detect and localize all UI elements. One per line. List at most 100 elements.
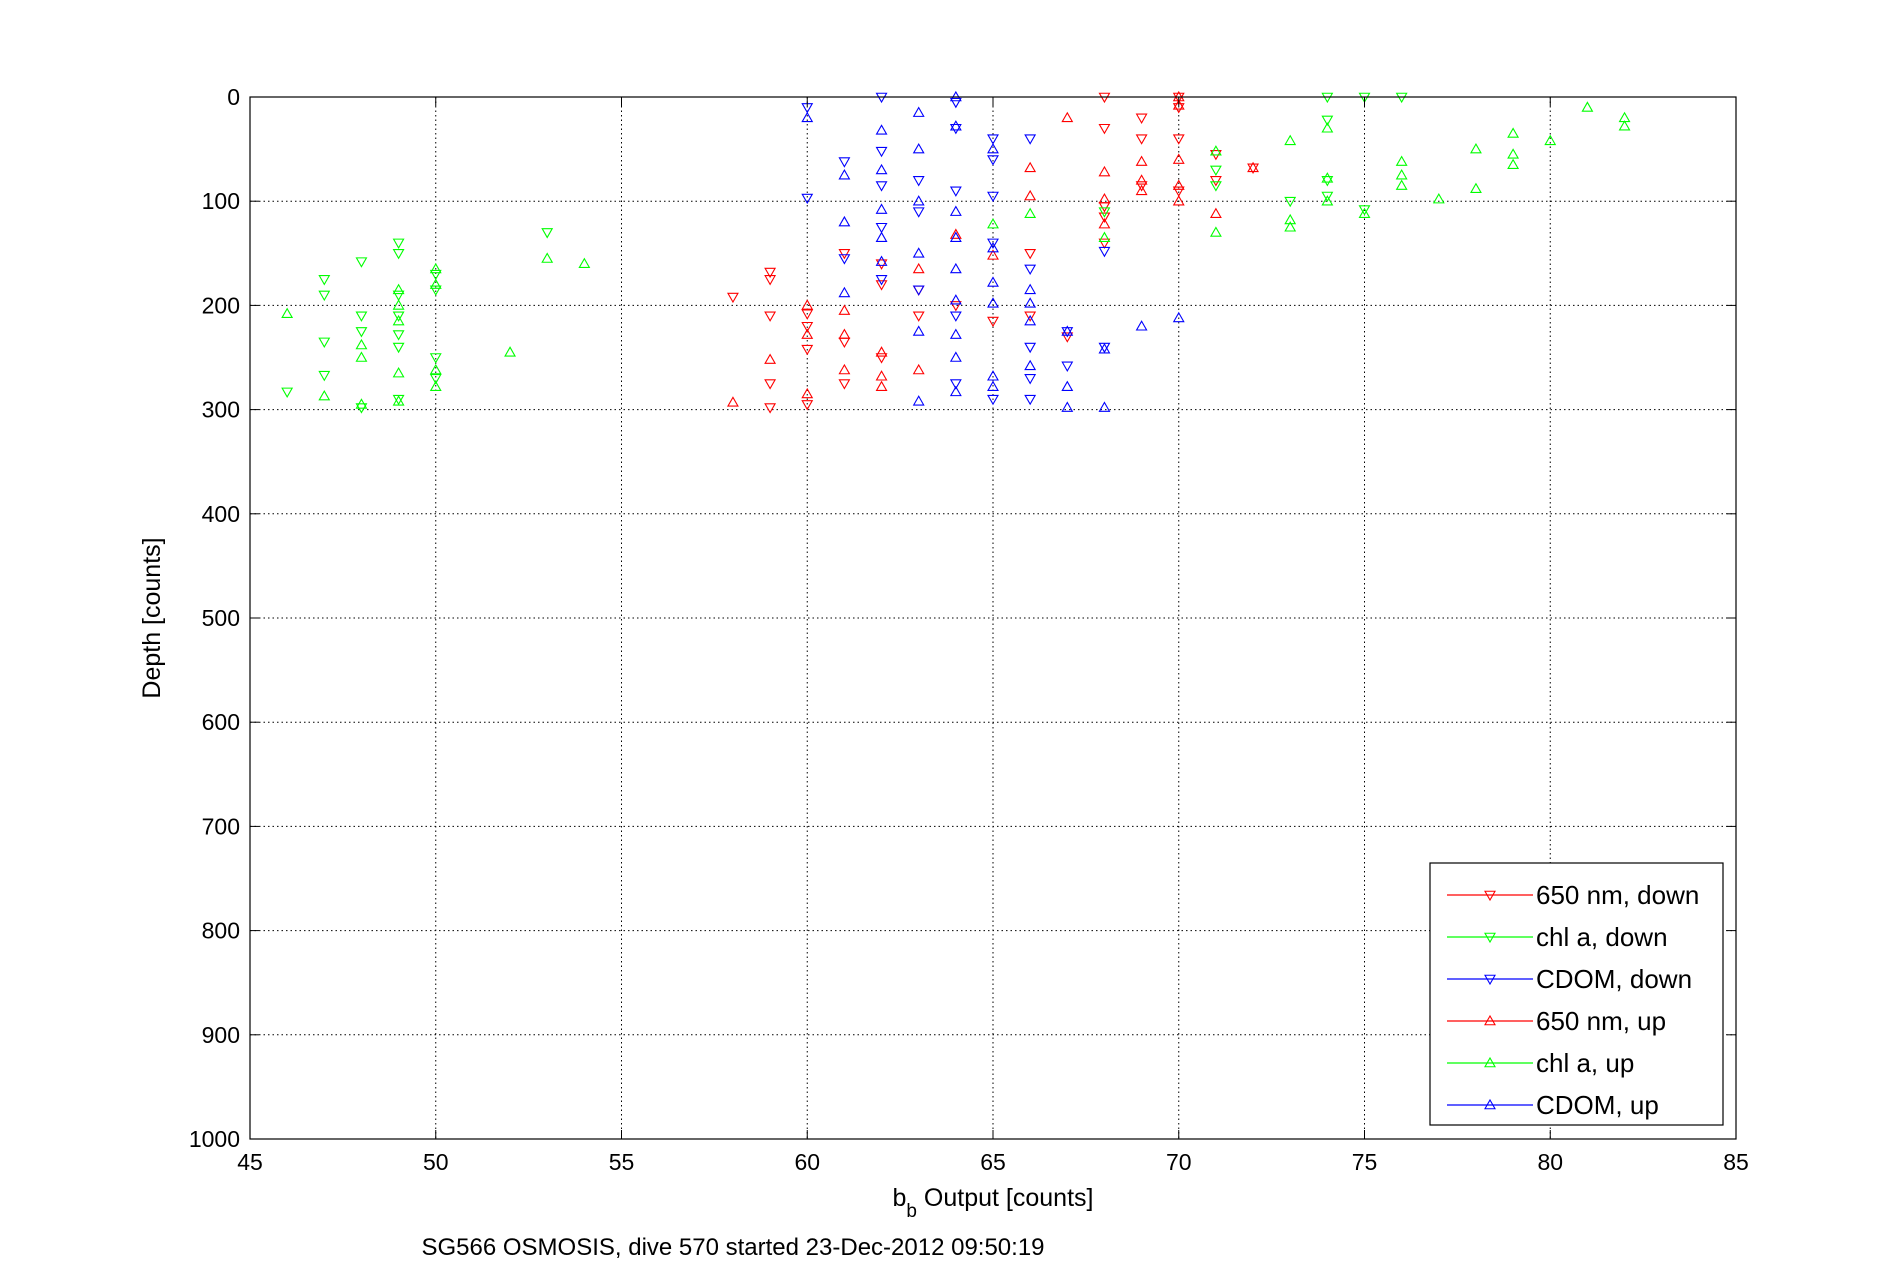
data-point [1395,179,1408,190]
data-point [912,262,925,274]
data-point [875,353,888,364]
data-point [1507,148,1520,159]
legend-label: CDOM, up [1536,1090,1659,1120]
data-point [987,297,999,308]
data-point [1284,196,1297,208]
data-point [1098,343,1111,354]
x-tick-label: 45 [237,1149,263,1175]
data-point [1061,380,1074,391]
y-tick-label: 900 [202,1022,240,1048]
data-point [949,123,962,135]
data-point [318,275,331,286]
data-point [1135,134,1148,145]
y-tick-label: 300 [202,397,240,423]
data-point [1321,92,1334,104]
data-point [912,176,925,187]
x-tick-label: 75 [1352,1149,1378,1175]
data-point [987,142,999,154]
y-tick-label: 1000 [189,1126,240,1152]
data-point [1024,311,1037,322]
data-point [1172,311,1185,323]
data-point [801,111,814,123]
data-point [949,228,962,239]
y-tick-label: 600 [202,709,240,735]
data-point [429,353,442,364]
data-point [875,203,888,214]
legend-label: 650 nm, up [1536,1006,1666,1036]
data-point [392,238,405,249]
data-point [987,370,999,381]
data-point [1135,184,1148,196]
y-tick-label: 700 [202,813,240,839]
data-point [1432,193,1445,204]
data-point [1209,226,1222,237]
data-point [355,257,368,268]
data-point [578,257,591,269]
data-point [987,155,999,166]
legend-label: CDOM, down [1536,964,1692,994]
data-point [392,367,405,378]
data-point [764,403,777,414]
data-point [875,124,888,135]
data-point [1098,238,1111,249]
data-point [875,92,888,104]
data-point [838,157,851,168]
data-point [541,252,554,263]
data-point [764,379,777,390]
data-point [1321,191,1334,203]
legend-marker [1484,1014,1496,1026]
y-tick-label: 500 [202,605,240,631]
x-tick-label: 80 [1537,1149,1563,1175]
x-tick-label: 65 [980,1149,1006,1175]
legend-marker [1484,890,1496,902]
data-point [875,222,888,234]
x-tick-label: 85 [1723,1149,1749,1175]
data-point [1172,195,1185,206]
data-point [875,380,888,391]
data-point [949,186,962,197]
data-point [764,353,777,364]
data-point [949,379,962,390]
data-point [1544,134,1557,146]
y-tick-label: 800 [202,918,240,944]
data-point [1321,176,1334,187]
data-point [949,120,962,131]
data-point [392,299,405,310]
x-axis-label-b: b [893,1184,907,1212]
data-point [355,351,368,362]
data-point [392,330,405,341]
x-tick-label: 60 [794,1149,820,1175]
data-point [838,328,851,339]
data-point [987,276,999,287]
data-point [1135,174,1148,185]
data-point [912,207,925,218]
data-point [1395,92,1408,104]
data-point [838,363,851,375]
data-point [1061,111,1074,123]
legend-marker [1484,1056,1496,1068]
data-point [1098,207,1111,218]
data-point [875,275,888,286]
data-point [801,400,814,411]
legend-marker [1484,932,1496,944]
data-point [875,346,888,357]
x-tick-label: 50 [423,1149,449,1175]
data-point [838,286,851,298]
data-point [764,311,777,322]
legend-marker [1484,1098,1496,1110]
data-point [838,249,851,260]
data-point [1470,182,1482,193]
data-point [1209,207,1222,219]
data-point [987,316,999,328]
data-point [318,337,331,348]
data-point [1024,374,1037,385]
data-point [875,259,888,270]
legend: 650 nm, down chl a, down CDOM, down 650 nm,… [1429,862,1724,1126]
data-point [1284,221,1297,232]
data-point [1209,145,1222,156]
data-point [1024,207,1037,219]
axis-ticks: 45 50 55 60 65 70 75 80 85 0 100 200 300 400 500 600 700… [189,84,1749,1175]
data-point [1135,155,1148,166]
data-point [912,395,925,406]
series-3 [727,90,1259,407]
